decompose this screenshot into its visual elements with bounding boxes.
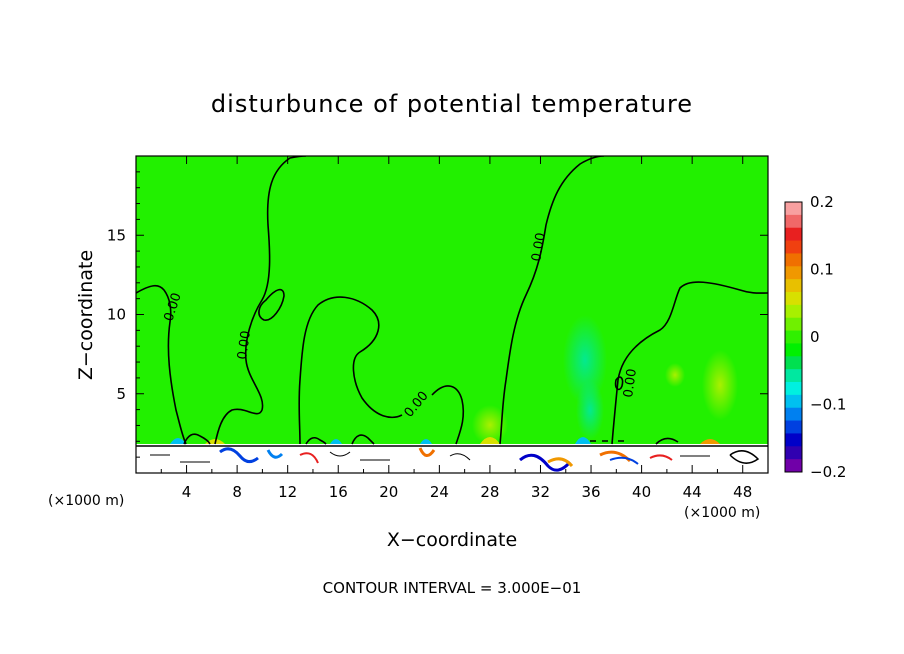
positive-anomaly-blob (702, 350, 738, 420)
field-background (136, 156, 768, 473)
contour-line (499, 156, 605, 445)
colorbar-swatch (785, 266, 802, 280)
boundary-layer-streaks (150, 447, 760, 472)
x-tick-label: 48 (733, 483, 752, 501)
colorbar-swatch (785, 330, 802, 344)
colorbar-swatch (785, 369, 802, 383)
x-tick-label: 20 (379, 483, 398, 501)
colorbar-tick-label: 0.1 (810, 261, 834, 279)
y-tick-label: 15 (107, 226, 126, 244)
colorbar (784, 201, 803, 473)
colorbar-swatch (785, 446, 802, 460)
contour-line (214, 156, 307, 445)
colorbar-swatch (785, 420, 802, 434)
negative-anomaly-blob (563, 315, 607, 405)
contour-label: 0.00 (529, 232, 549, 263)
zero-contours (136, 156, 768, 447)
colorbar-swatch (785, 433, 802, 447)
colorbar-swatch (785, 227, 802, 242)
contour-line (305, 436, 327, 445)
x-tick-label: 4 (182, 483, 192, 501)
colorbar-swatch (785, 292, 802, 306)
colorbar-swatch (785, 202, 802, 216)
x-axis: 4 8 12 16 20 24 28 32 36 40 44 48 (160, 156, 752, 501)
contour-line (431, 385, 465, 445)
colorbar-tick-label: −0.1 (810, 396, 846, 414)
colorbar-swatch (785, 240, 802, 254)
y-tick-label: 10 (107, 306, 126, 324)
x-unit-label: (×1000 m) (684, 505, 760, 521)
y-tick-label: 5 (116, 385, 126, 403)
x-tick-label: 44 (683, 483, 702, 501)
x-tick-label: 24 (430, 483, 449, 501)
contour-line (351, 434, 375, 445)
contour-line (298, 296, 403, 445)
contour-line (136, 284, 187, 445)
colorbar-swatch (785, 459, 802, 473)
positive-anomaly-blob (665, 363, 685, 387)
contour-label: 0.00 (621, 368, 640, 399)
x-tick-label: 40 (632, 483, 651, 501)
x-tick-label: 8 (232, 483, 242, 501)
chart-title: disturbunce of potential temperature (211, 90, 693, 118)
contour-interval-text: CONTOUR INTERVAL = 3.000E−01 (323, 579, 582, 597)
contour-line (614, 376, 624, 391)
colorbar-swatch (785, 356, 802, 370)
colorbar-ticks: 0.2 0.1 0 −0.1 −0.2 (810, 193, 846, 481)
colorbar-tick-label: 0 (810, 328, 820, 346)
y-axis: 5 10 15 (107, 171, 768, 458)
contour-line (183, 433, 211, 445)
colorbar-tick-label: −0.2 (810, 463, 846, 481)
positive-anomaly-blob (472, 405, 508, 445)
colorbar-tick-label: 0.2 (810, 193, 834, 211)
colorbar-frame (784, 201, 803, 473)
contour-line (258, 288, 285, 321)
colorbar-swatch (785, 343, 802, 357)
x-tick-label: 32 (531, 483, 550, 501)
x-tick-label: 28 (480, 483, 499, 501)
colorbar-swatch (785, 214, 802, 229)
negative-anomaly-blob (576, 380, 604, 440)
x-axis-label: X−coordinate (387, 529, 517, 551)
colorbar-swatch (785, 317, 802, 332)
contour-label: 0.00 (235, 330, 254, 361)
y-axis-label: Z−coordinate (75, 250, 97, 380)
colorbar-swatch (785, 253, 802, 267)
z-unit-label: (×1000 m) (48, 493, 124, 509)
contour-line (655, 437, 679, 445)
colorbar-swatch (785, 279, 802, 293)
x-tick-label: 36 (581, 483, 600, 501)
colorbar-swatch (785, 394, 802, 409)
colorbar-swatch (785, 382, 802, 396)
x-tick-label: 16 (329, 483, 348, 501)
colorbar-swatch (785, 407, 802, 422)
plot-area (136, 156, 768, 473)
x-tick-label: 12 (278, 483, 297, 501)
colorbar-swatch (785, 304, 802, 319)
